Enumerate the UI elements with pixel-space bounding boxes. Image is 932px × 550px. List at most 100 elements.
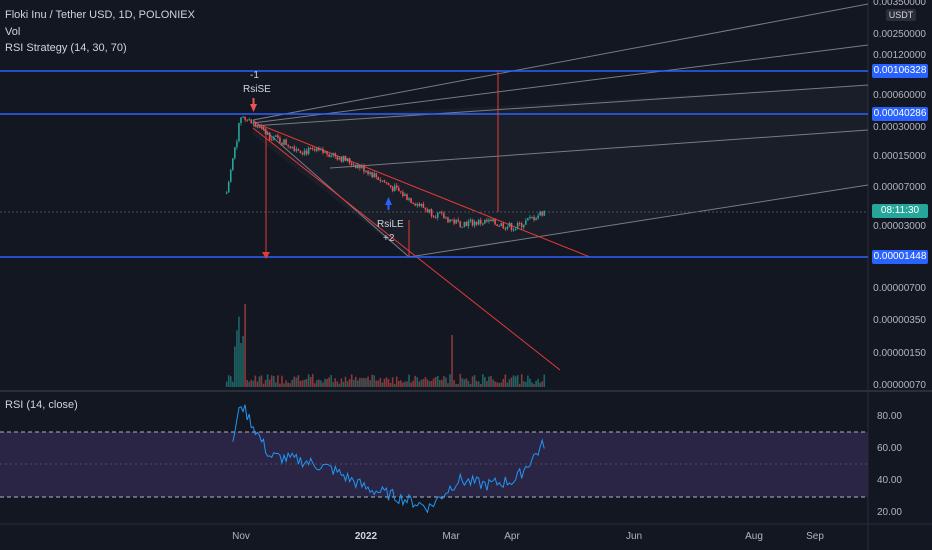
volume-bar bbox=[465, 378, 468, 387]
candle-body bbox=[229, 169, 232, 182]
time-tick: Mar bbox=[442, 531, 460, 542]
candle-body bbox=[379, 180, 382, 182]
level-lines[interactable] bbox=[0, 70, 868, 258]
volume-bar bbox=[340, 378, 343, 387]
volume-bar bbox=[260, 375, 263, 387]
candle-body bbox=[313, 149, 316, 151]
volume-bar bbox=[371, 374, 373, 387]
volume-bar bbox=[477, 381, 480, 387]
volume-bar bbox=[404, 381, 406, 387]
pitchfork-channel[interactable] bbox=[252, 3, 869, 258]
price-candles[interactable] bbox=[225, 115, 546, 233]
level-tag-lower[interactable]: 0.00001448 bbox=[872, 250, 928, 264]
rsi-tick: 60.00 bbox=[876, 443, 902, 454]
candle-body bbox=[420, 203, 423, 207]
volume-bar bbox=[244, 303, 246, 387]
volume-bar bbox=[301, 380, 304, 387]
trend-lines[interactable] bbox=[252, 121, 591, 371]
candle-body bbox=[424, 207, 427, 210]
volume-bar bbox=[510, 377, 513, 387]
volume-bar bbox=[522, 381, 525, 387]
candle-body bbox=[350, 163, 353, 166]
candle-body bbox=[381, 180, 384, 182]
level-tag-mid[interactable]: 0.00040286 bbox=[872, 107, 928, 121]
candle-body bbox=[289, 146, 291, 148]
volume-bar bbox=[270, 375, 273, 387]
time-tick: Nov bbox=[232, 531, 250, 542]
candle-body bbox=[508, 222, 511, 227]
volume-bar bbox=[272, 376, 275, 387]
candle-body bbox=[344, 155, 347, 161]
volume-bar bbox=[475, 381, 478, 387]
volume-bar bbox=[365, 378, 367, 387]
volume-bar bbox=[426, 379, 429, 387]
volume-bar bbox=[500, 382, 503, 387]
volume-bar bbox=[438, 380, 441, 387]
price-tick: 0.00000350 bbox=[873, 315, 926, 326]
candle-body bbox=[383, 180, 386, 183]
volume-bar bbox=[277, 375, 279, 387]
volume-bar bbox=[252, 380, 255, 387]
price-tick: 0.00015000 bbox=[873, 151, 926, 162]
volume-bar bbox=[389, 383, 392, 387]
candle-body bbox=[459, 221, 462, 227]
volume-indicator-label[interactable]: Vol bbox=[5, 26, 21, 38]
candle-body bbox=[443, 213, 445, 219]
candle-body bbox=[402, 192, 404, 197]
volume-bar bbox=[330, 374, 332, 387]
volume-bar bbox=[264, 380, 267, 387]
candle-body bbox=[512, 229, 515, 231]
volume-bar bbox=[447, 383, 449, 387]
candle-body bbox=[352, 164, 355, 166]
level-tag-upper[interactable]: 0.00106328 bbox=[872, 64, 928, 78]
strategy-label[interactable]: RSI Strategy (14, 30, 70) bbox=[5, 42, 127, 54]
candle-body bbox=[467, 221, 470, 227]
currency-badge[interactable]: USDT bbox=[886, 9, 916, 21]
volume-bar bbox=[508, 379, 511, 387]
candle-body bbox=[498, 225, 500, 227]
volume-bar bbox=[397, 380, 400, 387]
candle-body bbox=[436, 212, 439, 218]
volume-bar bbox=[482, 374, 484, 387]
volume-bar bbox=[256, 381, 259, 387]
candle-body bbox=[363, 165, 365, 172]
candle-body bbox=[272, 136, 275, 140]
volume-bar bbox=[490, 376, 492, 387]
candle-body bbox=[361, 165, 363, 169]
volume-bar bbox=[463, 379, 466, 387]
volume-bar bbox=[326, 378, 328, 387]
candle-body bbox=[281, 142, 283, 145]
rsi-indicator-label[interactable]: RSI (14, close) bbox=[5, 399, 78, 411]
volume-bar bbox=[344, 376, 347, 387]
candle-body bbox=[367, 170, 369, 174]
symbol-title[interactable]: Floki Inu / Tether USD, 1D, POLONIEX bbox=[5, 9, 195, 21]
price-tick: 0.00250000 bbox=[873, 29, 926, 40]
candle-body bbox=[328, 154, 330, 157]
candle-body bbox=[449, 219, 451, 223]
volume-bar bbox=[383, 378, 386, 387]
volume-bar bbox=[336, 381, 339, 387]
volume-bar bbox=[285, 380, 287, 387]
volume-bar bbox=[307, 374, 310, 387]
volume-bar bbox=[367, 376, 369, 387]
volume-bar bbox=[424, 377, 427, 387]
candle-body bbox=[416, 203, 419, 206]
candle-body bbox=[320, 149, 322, 151]
volume-bar bbox=[291, 379, 294, 387]
volume-bar bbox=[428, 381, 431, 387]
candle-body bbox=[484, 219, 486, 224]
rsi-line[interactable] bbox=[232, 404, 545, 514]
candle-body bbox=[326, 151, 328, 155]
countdown-tag: 08:11:30 bbox=[872, 204, 928, 218]
candle-body bbox=[238, 123, 240, 142]
candle-body bbox=[277, 135, 279, 138]
candle-body bbox=[482, 223, 484, 225]
volume-bar bbox=[311, 374, 314, 387]
volume-bar bbox=[369, 380, 371, 387]
candle-body bbox=[334, 153, 337, 157]
candle-body bbox=[477, 219, 480, 225]
candle-body bbox=[535, 218, 537, 221]
projection-lines bbox=[262, 71, 499, 259]
